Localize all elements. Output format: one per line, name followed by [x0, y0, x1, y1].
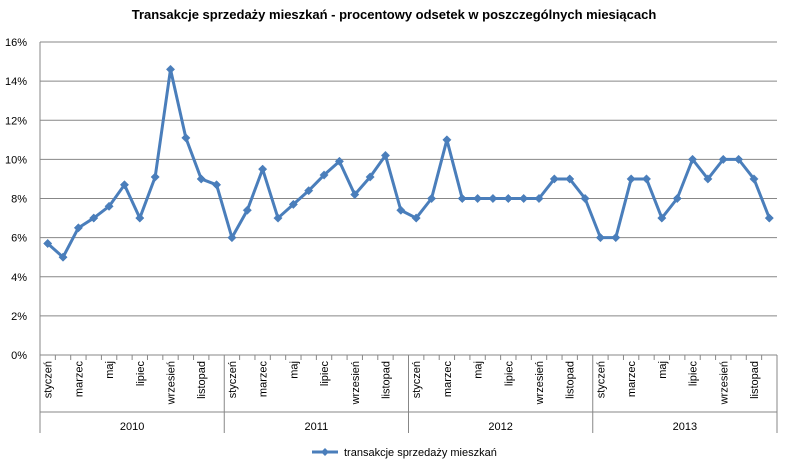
x-month-label: listopad	[749, 361, 761, 399]
data-point	[380, 150, 391, 161]
data-point	[657, 213, 667, 223]
x-month-label: maj	[288, 361, 300, 379]
x-month-label: lipiec	[503, 361, 515, 387]
x-month-label: lipiec	[688, 361, 700, 387]
y-tick-label: 2%	[11, 311, 27, 323]
data-point	[626, 174, 636, 184]
data-point	[73, 223, 83, 233]
x-month-label: maj	[657, 361, 669, 379]
data-point	[212, 180, 222, 190]
data-point	[89, 213, 99, 223]
data-point	[534, 193, 544, 204]
data-point	[488, 193, 498, 204]
data-point	[718, 154, 728, 164]
data-point	[703, 174, 713, 184]
data-point	[135, 213, 145, 223]
chart-title: Transakcje sprzedaży mieszkań - procento…	[131, 7, 657, 22]
data-point	[426, 193, 437, 204]
data-point	[242, 205, 252, 215]
y-tick-label: 10%	[5, 154, 27, 166]
y-tick-label: 4%	[11, 272, 27, 284]
data-point	[473, 193, 483, 204]
data-point	[258, 164, 268, 174]
data-point	[764, 213, 774, 223]
x-year-label: 2010	[120, 421, 144, 433]
data-point	[672, 193, 682, 204]
x-month-label: styczeń	[227, 361, 239, 398]
data-point	[350, 190, 360, 200]
data-point	[503, 193, 513, 204]
series-transakcje	[43, 64, 774, 262]
data-point	[519, 193, 529, 204]
legend-label: transakcje sprzedaży mieszkań	[344, 447, 497, 459]
data-point	[119, 180, 130, 190]
series-line	[46, 67, 771, 259]
data-point	[549, 174, 559, 184]
y-tick-label: 6%	[11, 233, 27, 245]
x-year-label: 2011	[305, 421, 329, 433]
x-month-label: wrzesień	[534, 361, 546, 405]
data-point	[396, 205, 406, 215]
x-month-label: marzec	[258, 361, 270, 398]
x-month-label: styczeń	[595, 361, 607, 398]
y-tick-label: 12%	[5, 115, 27, 127]
data-point	[165, 64, 176, 74]
data-point	[611, 233, 621, 243]
y-axis: 0% 2% 4% 6% 8% 10% 12% 14% 16%	[5, 37, 41, 362]
x-month-label: marzec	[442, 361, 454, 398]
data-point	[227, 233, 237, 243]
legend-marker-swatch	[321, 448, 329, 456]
data-point	[580, 193, 590, 204]
x-month-label: listopad	[380, 361, 392, 399]
y-tick-label: 0%	[11, 350, 27, 362]
x-year-label: 2013	[673, 421, 697, 433]
x-month-label: maj	[104, 361, 116, 379]
data-point	[104, 201, 114, 211]
x-month-label: wrzesień	[166, 361, 178, 405]
x-month-label: lipiec	[319, 361, 331, 387]
x-month-label: marzec	[73, 361, 85, 398]
y-tick-label: 16%	[5, 37, 27, 49]
x-month-label: marzec	[626, 361, 638, 398]
y-tick-label: 14%	[5, 76, 27, 88]
data-point	[411, 213, 421, 223]
x-month-label: lipiec	[135, 361, 147, 387]
data-point	[319, 170, 329, 180]
data-point	[273, 213, 283, 223]
data-point	[365, 172, 375, 182]
data-point	[334, 156, 344, 166]
data-point	[181, 133, 191, 143]
x-axis: styczeń marzec maj lipiec wrzesień listopad st…	[39, 355, 778, 433]
data-point	[595, 233, 605, 243]
x-month-label: wrzesień	[350, 361, 362, 405]
data-point	[565, 174, 575, 184]
data-point	[288, 199, 298, 209]
x-month-label: wrzesień	[718, 361, 730, 405]
x-month-label: listopad	[196, 361, 208, 399]
data-point	[150, 172, 160, 182]
data-point	[304, 186, 314, 196]
x-month-label: maj	[473, 361, 485, 379]
data-point	[641, 174, 652, 184]
x-month-label: styczeń	[411, 361, 423, 398]
data-point	[687, 154, 698, 164]
y-tick-label: 8%	[11, 194, 27, 206]
data-point	[734, 154, 744, 164]
data-point	[196, 174, 206, 184]
data-point	[442, 135, 452, 145]
data-point	[43, 238, 53, 249]
gridlines	[40, 41, 777, 356]
data-point	[749, 174, 759, 184]
x-year-label: 2012	[488, 421, 512, 433]
data-point	[457, 193, 467, 204]
x-month-label: styczeń	[43, 361, 55, 398]
legend: transakcje sprzedaży mieszkań	[312, 447, 497, 459]
x-month-label: listopad	[565, 361, 577, 399]
data-point	[58, 252, 68, 262]
